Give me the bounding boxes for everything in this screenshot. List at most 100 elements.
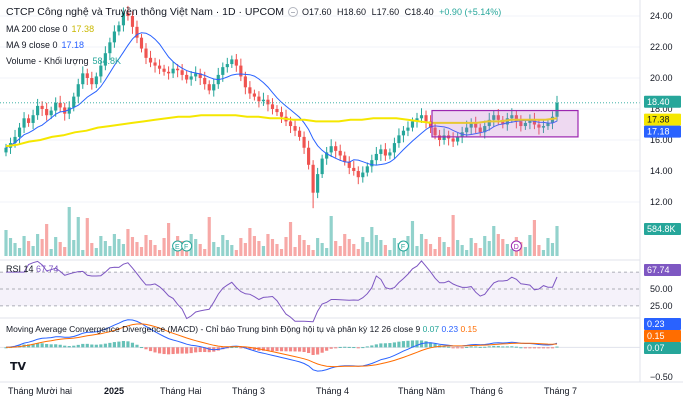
volume-bar xyxy=(483,236,487,256)
macd-hist-bar xyxy=(85,343,89,348)
volume-bar xyxy=(121,244,126,256)
volume-bar xyxy=(139,247,144,256)
candle-body xyxy=(36,105,40,116)
volume-bar xyxy=(144,235,148,256)
volume-bar xyxy=(401,248,406,256)
volume-bar xyxy=(297,235,302,256)
macd-hist-bar xyxy=(370,345,374,348)
rsi-value: 67.74 xyxy=(36,264,59,274)
candle-body xyxy=(424,115,428,122)
candle-body xyxy=(496,115,500,120)
candle-body xyxy=(316,174,320,193)
macd-hist-bar xyxy=(311,347,315,355)
candle-body xyxy=(27,118,31,123)
volume-bar xyxy=(474,243,478,256)
candle-body xyxy=(252,93,256,97)
candle-body xyxy=(212,84,216,91)
macd-signal-line xyxy=(6,323,558,368)
macd-hist-bar xyxy=(456,347,460,349)
candle-body xyxy=(433,127,437,136)
volume-bar xyxy=(320,243,324,256)
macd-label: Moving Average Convergence Divergence (M… xyxy=(6,324,421,334)
macd-hist-bar xyxy=(537,347,541,349)
candle-body xyxy=(555,102,559,117)
macd-hist-bar xyxy=(374,344,378,348)
macd-hist-bar xyxy=(406,340,410,348)
rsi-line xyxy=(6,260,558,323)
candle-body xyxy=(13,136,17,144)
macd-hist-bar xyxy=(58,344,62,348)
volume-bar xyxy=(252,236,256,256)
candle-body xyxy=(243,76,247,88)
volume-bar xyxy=(81,250,85,256)
macd-hist-bar xyxy=(505,346,509,348)
macd-line-value: 0.23 xyxy=(441,324,459,334)
volume-bar xyxy=(447,247,451,256)
ma9-tag-bg xyxy=(644,125,681,138)
candle-body xyxy=(185,74,189,80)
macd-hist-bar xyxy=(401,341,406,348)
ma9-value: 17.18 xyxy=(61,40,85,50)
candle-body xyxy=(388,152,392,156)
event-marker-label: D xyxy=(514,244,519,251)
candle-body xyxy=(275,109,279,113)
macd-hist-bar xyxy=(325,347,329,351)
candle-body xyxy=(108,42,112,54)
volume-bar xyxy=(374,235,378,256)
candle-body xyxy=(523,122,527,127)
macd-hist-bar xyxy=(316,347,320,355)
candle-body xyxy=(302,136,306,148)
time-tick-label: Tháng Hai xyxy=(160,386,202,396)
candle-body xyxy=(139,37,144,49)
macd-hist-bar xyxy=(31,343,35,348)
macd-hist-bar xyxy=(519,347,523,349)
candle-body xyxy=(99,65,103,77)
candle-body xyxy=(519,121,523,127)
candle-body xyxy=(370,160,374,167)
candle-body xyxy=(365,166,369,173)
volume-bar xyxy=(58,242,62,256)
macd-hist-bar xyxy=(352,347,356,349)
volume-bar xyxy=(505,244,509,256)
candle-body xyxy=(63,107,67,114)
volume-bar xyxy=(270,239,275,256)
candle-body xyxy=(293,126,297,131)
macd-hist-bar xyxy=(157,347,162,354)
candle-body xyxy=(311,164,315,193)
candle-body xyxy=(501,119,505,125)
macd-hist-bar xyxy=(103,343,107,348)
macd-legend[interactable]: Moving Average Convergence Divergence (M… xyxy=(6,324,477,334)
rsi-tag: 67.74 xyxy=(647,265,670,275)
candle-body xyxy=(180,70,184,75)
macd-hist-bar xyxy=(72,345,76,348)
candle-body xyxy=(126,12,130,16)
volume-bar xyxy=(465,250,469,256)
macd-hist-bar xyxy=(550,347,555,349)
market-status-icon[interactable] xyxy=(287,7,298,17)
candle-body xyxy=(257,96,261,102)
macd-hist-bar xyxy=(67,346,71,348)
volume-bar xyxy=(293,247,297,256)
candle-body xyxy=(297,130,302,137)
volume-bar xyxy=(541,250,546,256)
macd-hist-bar xyxy=(379,343,383,348)
volume-bar xyxy=(207,217,211,256)
rsi-tick-label: 25.00 xyxy=(650,301,673,311)
volume-legend[interactable]: Volume - Khối lượng 584.8K xyxy=(6,56,121,66)
macd-hist-bar xyxy=(126,341,130,348)
volume-bar xyxy=(54,237,58,256)
rsi-legend[interactable]: RSI 14 67.74 xyxy=(6,264,59,274)
macd-line-tag: 0.23 xyxy=(647,319,665,329)
macd-hist-bar xyxy=(496,345,500,348)
ma200-legend[interactable]: MA 200 close 0 17.38 xyxy=(6,24,94,34)
volume-bar xyxy=(76,217,80,256)
volume-bar xyxy=(167,223,171,256)
ma9-legend[interactable]: MA 9 close 0 17.18 xyxy=(6,40,84,50)
tradingview-logo[interactable]: TV xyxy=(10,360,27,373)
candle-body xyxy=(343,155,347,162)
candle-body xyxy=(419,115,424,119)
price-tick-label: 12.00 xyxy=(650,197,673,207)
macd-signal-tag-bg xyxy=(644,330,681,342)
volume-bar xyxy=(203,249,207,256)
